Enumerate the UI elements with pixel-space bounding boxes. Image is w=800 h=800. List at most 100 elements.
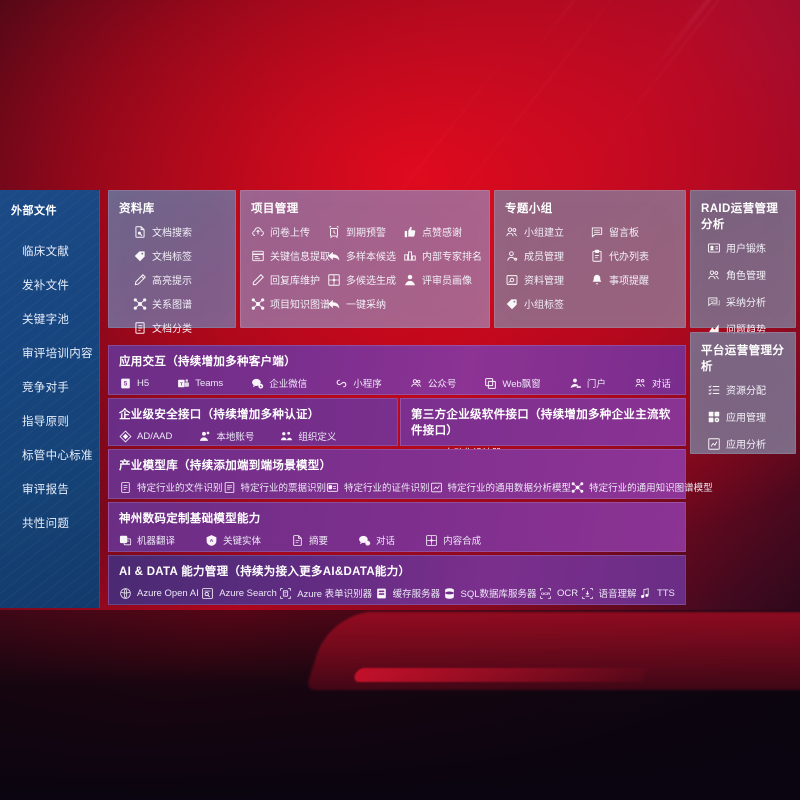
kb-item-document-category[interactable]: 文档分类 (119, 320, 225, 335)
proj-item-internal-expert-ranking[interactable]: 内部专家排名 (403, 248, 482, 263)
dialog-group-icon (634, 377, 647, 390)
grid-expand-icon (327, 273, 341, 287)
ui-item-h5[interactable]: 5 H5 (119, 377, 149, 390)
ind-item-data-analysis-model[interactable]: 特定行业的通用数据分析模型 (430, 480, 571, 494)
ai-item-sql-database-server[interactable]: SQL数据库服务器 (443, 586, 537, 600)
grp-item-material-management[interactable]: 资料管理 (505, 272, 590, 287)
receipt-recognition-icon (223, 481, 236, 494)
dcits-item-dialog[interactable]: 对话 (358, 533, 395, 547)
ui-item-label: 企业微信 (269, 379, 308, 390)
grp-item-create-group[interactable]: 小组建立 (505, 224, 590, 239)
ai-item-azure-open-ai[interactable]: Azure Open AI (119, 587, 199, 600)
decorative-streak (647, 0, 800, 77)
kb-item-highlight-hint[interactable]: 高亮提示 (119, 272, 225, 287)
group-people-icon (707, 268, 721, 282)
grp-item-message-board[interactable]: 留言板 (590, 224, 675, 239)
grp-item-group-tag[interactable]: 小组标签 (505, 296, 590, 311)
proj-item-expiry-alert[interactable]: 到期预警 (327, 224, 403, 239)
plat-item-label: 资源分配 (726, 386, 766, 397)
ranking-bar-icon (403, 249, 417, 263)
ui-item-miniprogram[interactable]: 小程序 (335, 376, 382, 390)
proj-item-multi-sample-candidate[interactable]: 多样本候选 (327, 248, 403, 263)
ui-item-dialog[interactable]: 对话 (634, 376, 671, 390)
sidebar-item-review-training[interactable]: 审评培训内容 (22, 348, 93, 360)
panel-raid-analysis: RAID运营管理分析 用户锻炼 角色管理 QA 采纳分析 (690, 190, 796, 336)
raid-item-adoption-analysis[interactable]: QA 采纳分析 (701, 294, 785, 309)
ui-item-teams[interactable]: T Teams (177, 377, 223, 390)
proj-item-reviewer-profile[interactable]: 评审员画像 (403, 272, 479, 287)
band-enterprise-security: 企业级安全接口（持续增加多种认证） AD/AAD 本地账号 组织定义 (108, 398, 398, 446)
svg-text:OCR: OCR (541, 591, 550, 596)
portal-person-icon (569, 377, 582, 390)
ind-item-id-card-recognition[interactable]: 特定行业的证件识别 (326, 480, 430, 494)
ai-item-tts[interactable]: TTS (639, 587, 675, 600)
raid-item-role-management[interactable]: 角色管理 (701, 267, 785, 282)
local-account-icon (198, 430, 211, 443)
ind-item-label: 特定行业的票据识别 (240, 483, 327, 494)
grp-item-item-reminder[interactable]: 事项提醒 (590, 272, 675, 287)
sidebar-item-clinical-literature[interactable]: 临床文献 (22, 246, 70, 258)
kb-item-document-search[interactable]: 文档搜索 (119, 224, 225, 239)
band-industry-model-library: 产业模型库（持续添加端到端场景模型） 特定行业的文件识别 特定行业的票据识别 特… (108, 449, 713, 499)
ai-item-cache-server[interactable]: 缓存服务器 (375, 586, 440, 600)
sidebar-item-competitors[interactable]: 竞争对手 (22, 382, 70, 394)
proj-item-thanks-like[interactable]: 点赞感谢 (403, 224, 479, 239)
plat-item-resource-allocation[interactable]: 资源分配 (701, 382, 785, 397)
sidebar-item-standards-center[interactable]: 标管中心标准 (22, 450, 93, 462)
proj-item-multi-candidate-generate[interactable]: 多候选生成 (327, 272, 403, 287)
proj-item-key-info-extract[interactable]: 关键信息提取 (251, 248, 330, 263)
ai-item-label: Azure Search (219, 587, 277, 599)
proj-item-reply-library-maint[interactable]: 回复库维护 (251, 272, 327, 287)
kb-item-relation-graph[interactable]: 关系图谱 (119, 296, 225, 311)
ai-item-azure-search[interactable]: Azure Search (201, 587, 277, 600)
dcits-item-summary[interactable]: 摘要 (291, 533, 328, 547)
proj-item-one-click-adopt[interactable]: 一键采纳 (327, 296, 403, 311)
proj-item-questionnaire-upload[interactable]: 问卷上传 (251, 224, 327, 239)
alarm-icon (327, 225, 341, 239)
plat-item-label: 应用分析 (726, 440, 766, 451)
kb-item-label: 高亮提示 (152, 276, 192, 287)
plat-item-app-management[interactable]: 应用管理 (701, 409, 785, 424)
grp-item-label: 事项提醒 (609, 276, 649, 287)
grp-item-todo-list[interactable]: 代办列表 (590, 248, 675, 263)
data-analysis-icon (430, 481, 443, 494)
sidebar-item-common-issues[interactable]: 共性问题 (22, 518, 70, 530)
dcits-item-key-entity[interactable]: A 关键实体 (205, 533, 261, 547)
archive-box-icon (505, 273, 519, 287)
ui-item-official-account[interactable]: 公众号 (410, 376, 456, 390)
proj-item-label: 多样本候选 (345, 252, 396, 263)
grp-item-label: 成员管理 (524, 252, 564, 263)
ui-item-portal[interactable]: 门户 (569, 376, 606, 390)
dcits-item-content-synthesis[interactable]: 内容合成 (425, 533, 481, 547)
raid-item-issue-trend[interactable]: 问题趋势 (701, 321, 785, 336)
ai-item-speech-understanding[interactable]: 语音理解 (581, 586, 637, 600)
grp-item-member-management[interactable]: 成员管理 (505, 248, 590, 263)
grp-item-label: 留言板 (609, 228, 639, 239)
official-account-icon (410, 377, 423, 390)
ui-item-web-float-window[interactable]: Web飘窗 (484, 376, 541, 390)
content-merge-icon (425, 534, 438, 547)
dcits-item-machine-translation[interactable]: A 机器翻译 (119, 533, 175, 547)
ind-item-receipt-recognition[interactable]: 特定行业的票据识别 (223, 480, 327, 494)
sec-item-local-account[interactable]: 本地账号 (198, 429, 254, 443)
sidebar-item-review-report[interactable]: 审评报告 (22, 484, 70, 496)
sec-item-org-definition[interactable]: 组织定义 (280, 429, 336, 443)
plat-item-app-analysis[interactable]: 应用分析 (701, 436, 785, 451)
proj-item-project-knowledge-graph[interactable]: 项目知识图谱 (251, 296, 330, 311)
raid-item-user-training[interactable]: 用户锻炼 (701, 240, 785, 255)
trend-chart-icon (707, 322, 721, 336)
sidebar-item-supplement-file[interactable]: 发补文件 (22, 280, 70, 292)
ind-item-file-recognition[interactable]: 特定行业的文件识别 (119, 480, 223, 494)
list-task-icon (707, 383, 721, 397)
ai-item-ocr[interactable]: OCR OCR (539, 587, 578, 600)
ind-item-knowledge-graph-model[interactable]: 特定行业的通用知识图谱模型 (571, 480, 713, 494)
ui-item-wecom[interactable]: 企业微信 (251, 376, 307, 390)
sidebar-item-keyword-pool[interactable]: 关键字池 (22, 314, 70, 326)
ai-item-form-recognizer[interactable]: Azure 表单识别器 (279, 586, 372, 600)
kb-item-document-tag[interactable]: 文档标签 (119, 248, 225, 263)
dcits-item-label: 对话 (376, 536, 396, 547)
sec-item-ad-aad[interactable]: AD/AAD (119, 429, 172, 443)
sidebar-item-guidelines[interactable]: 指导原则 (22, 416, 70, 428)
decorative-streak (526, 0, 714, 61)
